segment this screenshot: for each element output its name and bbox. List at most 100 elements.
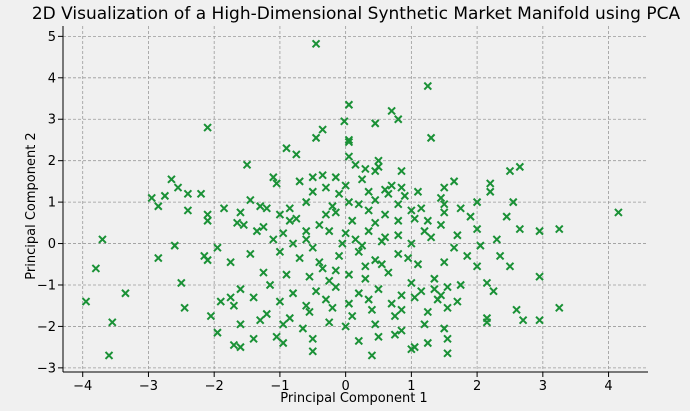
y-tick-label: −1 — [37, 278, 56, 293]
y-tick-label: −3 — [37, 361, 56, 376]
data-point — [384, 268, 393, 277]
grid-lines — [63, 26, 648, 372]
data-point — [236, 320, 245, 329]
y-tick-label: 0 — [48, 237, 56, 252]
data-point — [535, 315, 544, 325]
data-point — [443, 303, 452, 312]
data-point — [285, 313, 294, 323]
data-point — [108, 318, 117, 327]
data-point — [282, 144, 291, 153]
data-point — [325, 226, 334, 236]
data-point — [272, 332, 281, 341]
data-point — [426, 233, 436, 242]
data-point — [430, 284, 439, 294]
data-point — [423, 338, 433, 348]
data-point — [147, 193, 156, 203]
data-point — [206, 311, 216, 321]
data-point — [423, 216, 433, 225]
data-point — [348, 311, 357, 321]
data-point — [397, 305, 406, 315]
data-point — [203, 210, 212, 219]
data-point — [502, 212, 511, 221]
data-point — [509, 197, 518, 207]
data-point — [515, 162, 525, 172]
data-point — [407, 278, 416, 288]
data-point — [344, 197, 354, 207]
data-point — [486, 179, 495, 188]
data-point — [423, 81, 433, 91]
data-point — [278, 320, 288, 329]
data-point — [331, 208, 340, 217]
data-point — [354, 336, 363, 346]
data-point — [453, 297, 462, 306]
data-point — [430, 274, 439, 283]
y-tick-label: 3 — [48, 113, 56, 128]
data-point — [394, 115, 403, 124]
data-point — [505, 262, 515, 271]
axes — [62, 26, 648, 373]
data-point — [315, 220, 324, 230]
data-point — [259, 268, 268, 277]
data-point — [160, 191, 170, 201]
data-point — [380, 233, 390, 242]
data-point — [301, 235, 311, 244]
data-point — [518, 315, 528, 325]
data-point — [443, 334, 452, 344]
data-point — [203, 255, 212, 265]
data-point — [371, 119, 380, 128]
data-point — [440, 257, 449, 267]
data-point — [226, 293, 235, 302]
data-point — [489, 286, 498, 296]
data-point — [344, 100, 354, 109]
data-point — [341, 228, 350, 238]
data-point — [246, 249, 255, 259]
data-point — [282, 270, 291, 279]
y-tick-label: −2 — [37, 320, 56, 335]
data-point — [334, 189, 344, 199]
data-point — [285, 204, 294, 213]
data-point — [440, 324, 449, 333]
data-point — [482, 278, 492, 288]
data-point — [275, 247, 285, 257]
data-point — [397, 326, 406, 335]
data-point — [328, 202, 337, 211]
data-point — [104, 351, 114, 360]
data-point — [407, 345, 416, 354]
data-point — [367, 305, 377, 315]
data-point — [357, 175, 367, 184]
data-point — [515, 224, 525, 234]
data-point — [380, 210, 390, 219]
data-point — [394, 231, 403, 240]
data-point — [180, 303, 189, 312]
data-point — [361, 274, 370, 283]
data-point — [380, 185, 390, 194]
data-point — [387, 181, 396, 190]
data-point — [318, 264, 327, 273]
data-point — [246, 195, 255, 205]
data-point — [535, 272, 544, 281]
data-point — [476, 241, 485, 250]
data-point — [272, 179, 281, 188]
data-point — [364, 295, 373, 304]
data-point — [397, 291, 406, 300]
x-tick-label: −4 — [73, 379, 92, 394]
y-tick-label: 2 — [48, 154, 56, 169]
data-point — [308, 173, 317, 182]
data-point — [173, 183, 183, 192]
data-point — [344, 270, 354, 279]
data-point — [229, 301, 239, 310]
data-point — [311, 286, 321, 296]
y-axis-label: Principal Component 2 — [24, 132, 39, 279]
data-point — [436, 220, 446, 230]
data-point — [410, 214, 419, 223]
data-point — [364, 226, 373, 236]
data-point — [397, 183, 406, 192]
data-point — [91, 264, 101, 273]
data-point — [403, 253, 413, 263]
data-point — [472, 262, 482, 271]
data-point — [203, 216, 212, 225]
data-point — [440, 208, 449, 217]
data-point — [331, 173, 340, 182]
data-point — [340, 117, 349, 126]
